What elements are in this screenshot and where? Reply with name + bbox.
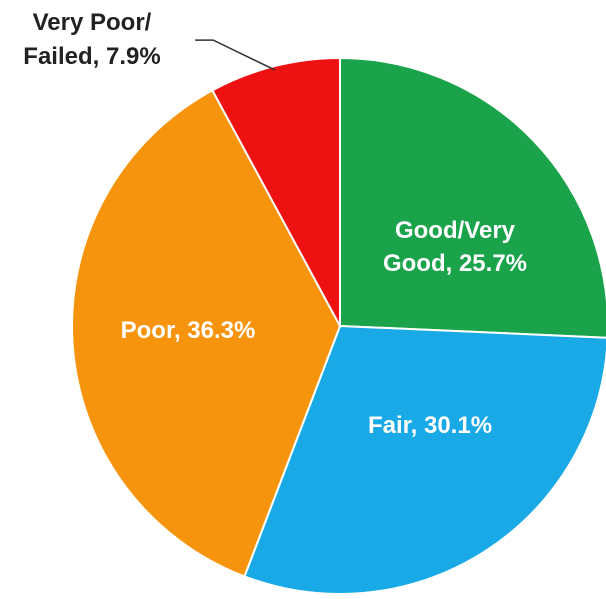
pie-slice-good-very-good — [339, 56, 606, 339]
slice-label-line: Poor, 36.3% — [121, 317, 256, 344]
slice-label-good-very-good: Good/Very Good, 25.7% — [383, 217, 527, 277]
slice-label-line: Good/Very — [395, 217, 516, 244]
slice-label-fair: Fair, 30.1% — [368, 412, 492, 439]
pie-slice-poor — [71, 88, 342, 578]
slice-label-line: Very Poor/ — [33, 9, 152, 36]
slice-label-poor: Poor, 36.3% — [121, 317, 256, 344]
pie-slice-very-poor-failed — [211, 56, 341, 327]
pie-slice-fair — [243, 324, 606, 595]
labels-layer: Good/Very Good, 25.7% Fair, 30.1% Poor, 36.… — [23, 9, 527, 439]
slice-label-line: Failed, 7.9% — [23, 43, 160, 70]
leader-lines-layer — [195, 39, 276, 71]
slices-layer — [71, 56, 606, 595]
slice-label-line: Good, 25.7% — [383, 250, 527, 277]
slice-label-very-poor-failed: Very Poor/Failed, 7.9% — [23, 9, 160, 70]
leader-line-very-poor-failed — [195, 39, 276, 71]
slice-label-line: Fair, 30.1% — [368, 412, 492, 439]
